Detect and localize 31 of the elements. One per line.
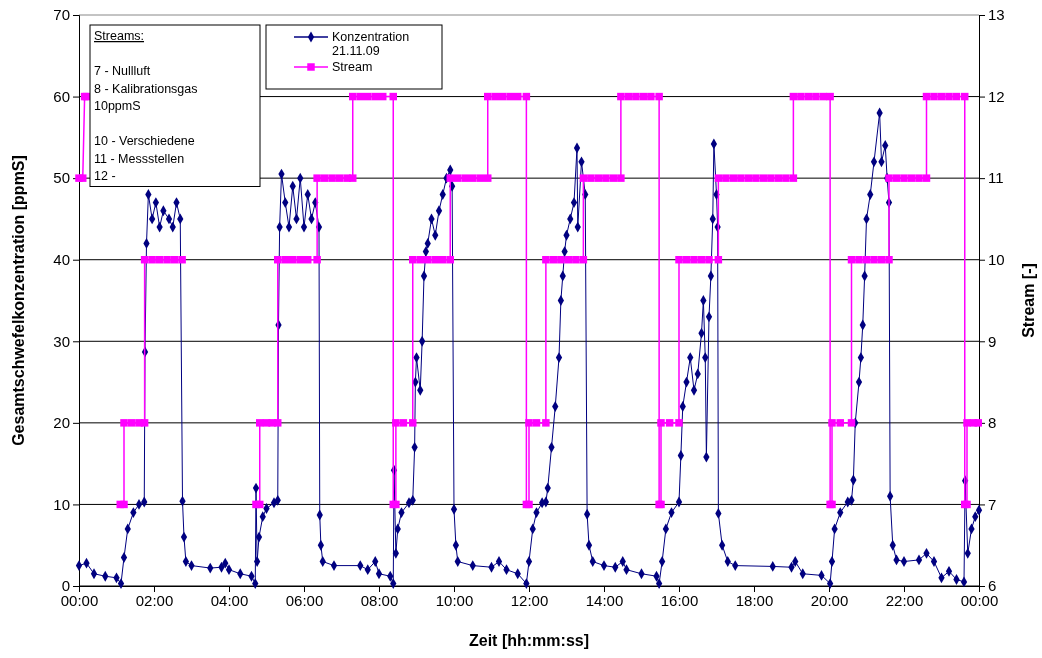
x-tick-label: 06:00 (285, 591, 324, 609)
legend-label: Konzentration 21.11.09 (332, 30, 410, 58)
x-tick-label: 12:00 (510, 591, 549, 609)
y-tick-label: 10 (53, 495, 70, 513)
x-tick-label: 22:00 (885, 591, 924, 609)
y2-tick-label: 13 (988, 6, 1005, 24)
y2-tick-label: 8 (988, 414, 997, 432)
y-tick-label: 40 (53, 251, 70, 269)
note-box: Streams: 7 - Nullluft 8 - Kalibrationsgas 10ppmS 10 - Verschiedene 11 - Messstellen 12 - (89, 24, 261, 187)
x-tick-label: 08:00 (360, 591, 399, 609)
y-axis-title: Gesamtschwefelkonzentration [ppmS] (10, 155, 27, 446)
y2-tick-label: 10 (988, 251, 1005, 269)
x-axis-title: Zeit [hh:mm:ss] (469, 632, 589, 649)
y2-axis-title: Stream [-] (1020, 263, 1037, 338)
legend-label: Stream (332, 60, 373, 74)
y-tick-label: 20 (53, 414, 70, 432)
y-tick-label: 70 (53, 6, 70, 24)
y2-tick-label: 11 (988, 169, 1004, 187)
y2-tick-label: 9 (988, 332, 997, 350)
y-tick-label: 30 (53, 332, 70, 350)
y-tick-label: 60 (53, 87, 70, 105)
x-tick-label: 04:00 (210, 591, 249, 609)
x-tick-label: 20:00 (810, 591, 849, 609)
x-tick-label: 10:00 (435, 591, 474, 609)
x-tick-label: 14:00 (585, 591, 624, 609)
y-tick-label: 50 (53, 169, 70, 187)
x-tick-label: 18:00 (735, 591, 774, 609)
y2-tick-label: 12 (988, 87, 1005, 105)
x-tick-label: 02:00 (135, 591, 174, 609)
x-tick-label: 16:00 (660, 591, 699, 609)
y2-tick-label: 7 (988, 495, 997, 513)
